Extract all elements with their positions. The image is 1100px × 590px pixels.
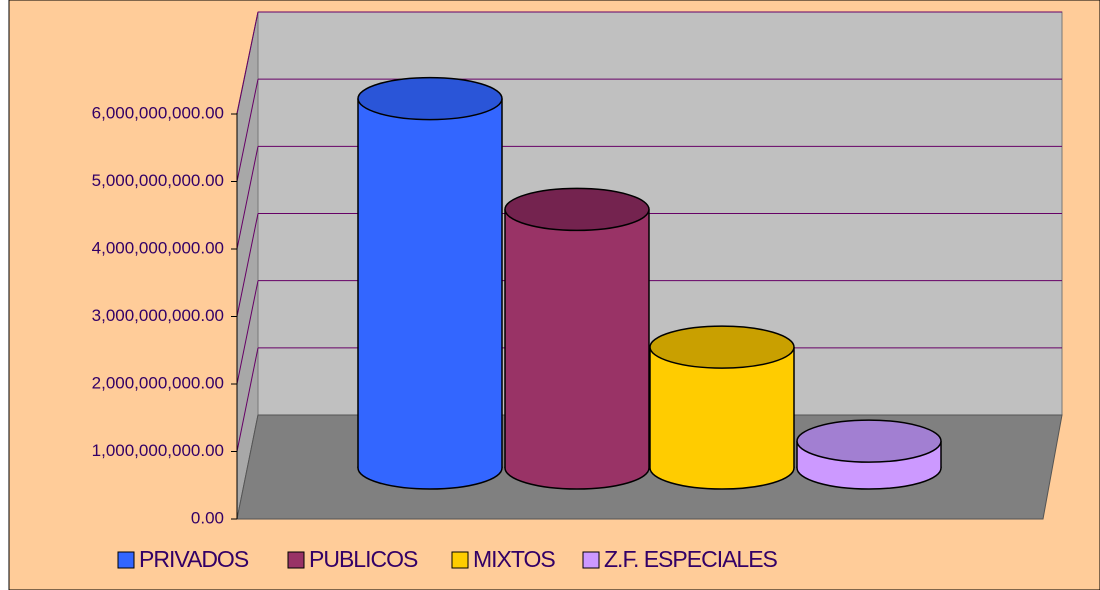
legend-swatch <box>287 551 305 569</box>
y-tick-label: 2,000,000,000.00 <box>92 373 224 392</box>
legend-swatch <box>582 551 600 569</box>
grid-line <box>236 213 259 317</box>
legend-label: Z.F. ESPECIALES <box>604 546 778 572</box>
y-tick-label: 4,000,000,000.00 <box>92 238 224 257</box>
y-tick-label: 5,000,000,000.00 <box>92 171 224 190</box>
cylinder <box>358 98 502 468</box>
cylinder <box>505 209 649 469</box>
grid-line <box>236 280 259 385</box>
cylinder-top <box>649 325 795 369</box>
legend-swatch <box>451 551 469 569</box>
grid-line <box>236 11 259 115</box>
legend-label: PRIVADOS <box>139 546 249 572</box>
y-tick-label: 3,000,000,000.00 <box>92 306 224 325</box>
grid-line <box>236 347 259 452</box>
y-tick-label: 0.00 <box>191 508 224 527</box>
cylinder-top <box>504 187 650 232</box>
grid-line <box>236 146 259 250</box>
legend-swatch <box>117 551 135 569</box>
grid-line <box>236 79 259 182</box>
legend-label: PUBLICOS <box>309 546 418 572</box>
legend-label: MIXTOS <box>473 546 555 572</box>
y-tick-label: 1,000,000,000.00 <box>92 441 224 460</box>
cylinder-top <box>357 76 503 121</box>
cylinder-top <box>796 419 942 463</box>
y-tick-label: 6,000,000,000.00 <box>92 103 224 122</box>
